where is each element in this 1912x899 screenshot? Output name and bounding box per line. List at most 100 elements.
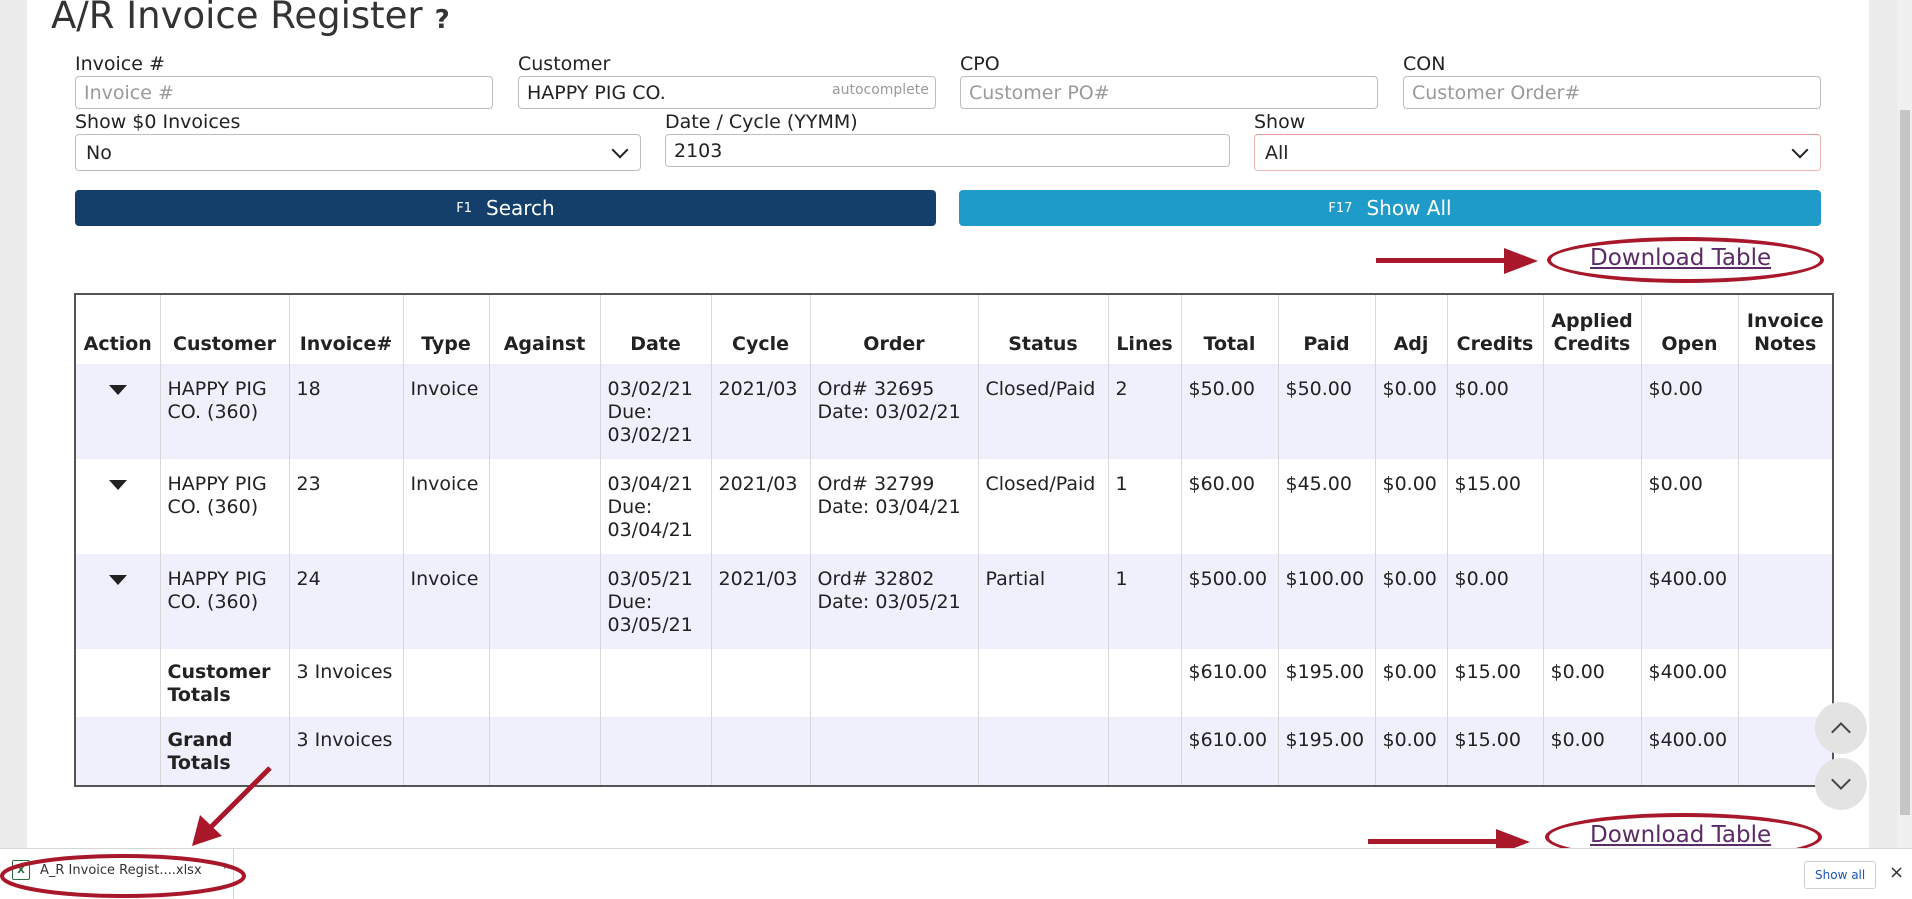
show-all-downloads-button[interactable]: Show all (1804, 861, 1877, 889)
type-cell: Invoice (402, 459, 489, 554)
show-zero-select[interactable]: No (75, 134, 641, 171)
show-all-button-label: Show All (1366, 196, 1452, 220)
totals-paid: $195.00 (1277, 649, 1375, 717)
date-value: 03/04/21 (607, 473, 693, 495)
totals-adj: $0.00 (1374, 649, 1447, 717)
page-title: A/R Invoice Register? (51, 0, 450, 37)
empty-cell (74, 717, 160, 786)
grand-totals-row: Grand Totals 3 Invoices $610.00 $195.00 … (74, 717, 1833, 786)
grand-totals-label: Grand Totals (159, 717, 289, 786)
annotation-arrow-line (1376, 258, 1508, 263)
order-cell: Ord# 32695 Date: 03/02/21 (809, 364, 978, 459)
action-cell[interactable] (74, 459, 160, 554)
col-cycle: Cycle (710, 294, 810, 364)
col-action: Action (74, 294, 160, 364)
col-open: Open (1640, 294, 1738, 364)
chevron-up-icon[interactable]: ⌃ (221, 863, 231, 877)
order-date: Date: 03/04/21 (817, 496, 961, 518)
col-status: Status (977, 294, 1108, 364)
scroll-up-button[interactable] (1815, 702, 1867, 754)
show-zero-value: No (86, 141, 112, 164)
empty-cell (710, 717, 810, 786)
cycle-cell: 2021/03 (710, 364, 810, 459)
empty-cell (402, 717, 489, 786)
download-table-link-top[interactable]: Download Table (1590, 245, 1772, 271)
table-row: HAPPY PIG CO. (360) 24 Invoice 03/05/21 D… (74, 554, 1833, 649)
empty-cell (977, 649, 1108, 717)
notes-cell (1737, 554, 1833, 649)
col-applied-credits: Applied Credits (1542, 294, 1641, 364)
lines-cell: 2 (1107, 364, 1181, 459)
action-cell[interactable] (74, 554, 160, 649)
chevron-down-icon (611, 141, 629, 158)
invoice-table: Action Customer Invoice# Type Against Da… (74, 293, 1834, 787)
page-scrollbar-thumb[interactable] (1900, 110, 1910, 815)
chevron-down-icon (1791, 141, 1809, 158)
search-button-label: Search (486, 196, 555, 220)
show-all-button[interactable]: F17 Show All (959, 190, 1821, 226)
scroll-down-button[interactable] (1815, 758, 1867, 810)
grand-totals-total: $610.00 (1180, 717, 1278, 786)
totals-total: $610.00 (1180, 649, 1278, 717)
order-number: Ord# 32802 (817, 568, 935, 590)
download-table-link-bottom[interactable]: Download Table (1590, 822, 1772, 848)
applied-credits-cell (1542, 554, 1641, 649)
col-order: Order (809, 294, 978, 364)
caret-down-icon[interactable] (108, 385, 127, 395)
grand-totals-count: 3 Invoices (288, 717, 403, 786)
invoice-input[interactable] (75, 76, 493, 109)
order-number: Ord# 32695 (817, 378, 935, 400)
notes-cell (1737, 364, 1833, 459)
search-button[interactable]: F1 Search (75, 190, 936, 226)
totals-open: $400.00 (1640, 649, 1738, 717)
empty-cell (1107, 649, 1181, 717)
order-cell: Ord# 32799 Date: 03/04/21 (809, 459, 978, 554)
empty-cell (402, 649, 489, 717)
paid-cell: $50.00 (1277, 364, 1375, 459)
excel-file-icon: X (12, 860, 30, 880)
empty-cell (488, 649, 600, 717)
show-select[interactable]: All (1254, 134, 1821, 171)
grand-totals-applied: $0.00 (1542, 717, 1641, 786)
downloaded-file-item[interactable]: X A_R Invoice Regist....xlsx ⌃ (12, 860, 231, 880)
empty-cell (599, 717, 711, 786)
adj-cell: $0.00 (1374, 459, 1447, 554)
order-date: Date: 03/05/21 (817, 591, 961, 613)
customer-input[interactable] (518, 76, 936, 109)
empty-cell (1107, 717, 1181, 786)
con-label: CON (1403, 53, 1446, 75)
col-credits: Credits (1446, 294, 1543, 364)
due-value: Due: 03/02/21 (607, 401, 693, 446)
status-cell: Closed/Paid (977, 459, 1108, 554)
cpo-input[interactable] (960, 76, 1378, 109)
type-cell: Invoice (402, 554, 489, 649)
against-cell (488, 459, 600, 554)
lines-cell: 1 (1107, 554, 1181, 649)
con-input[interactable] (1403, 76, 1821, 109)
notes-cell (1737, 459, 1833, 554)
against-cell (488, 364, 600, 459)
action-cell[interactable] (74, 364, 160, 459)
date-cycle-label: Date / Cycle (YYMM) (665, 111, 858, 133)
col-type: Type (402, 294, 489, 364)
invoice-cell: 18 (288, 364, 403, 459)
table-header-row: Action Customer Invoice# Type Against Da… (74, 294, 1833, 364)
col-paid: Paid (1277, 294, 1375, 364)
date-cycle-input[interactable] (665, 134, 1230, 167)
empty-cell (1737, 649, 1833, 717)
cycle-cell: 2021/03 (710, 554, 810, 649)
col-total: Total (1180, 294, 1278, 364)
chevron-down-icon (1831, 770, 1851, 790)
close-icon[interactable]: × (1889, 862, 1905, 883)
caret-down-icon[interactable] (108, 480, 127, 490)
page-title-text: A/R Invoice Register (51, 0, 423, 37)
table-row: HAPPY PIG CO. (360) 18 Invoice 03/02/21 D… (74, 364, 1833, 459)
against-cell (488, 554, 600, 649)
total-cell: $60.00 (1180, 459, 1278, 554)
annotation-oval (1547, 237, 1824, 283)
empty-cell (599, 649, 711, 717)
help-icon[interactable]: ? (434, 5, 450, 35)
due-value: Due: 03/05/21 (607, 591, 693, 636)
caret-down-icon[interactable] (108, 575, 127, 585)
applied-credits-cell (1542, 459, 1641, 554)
